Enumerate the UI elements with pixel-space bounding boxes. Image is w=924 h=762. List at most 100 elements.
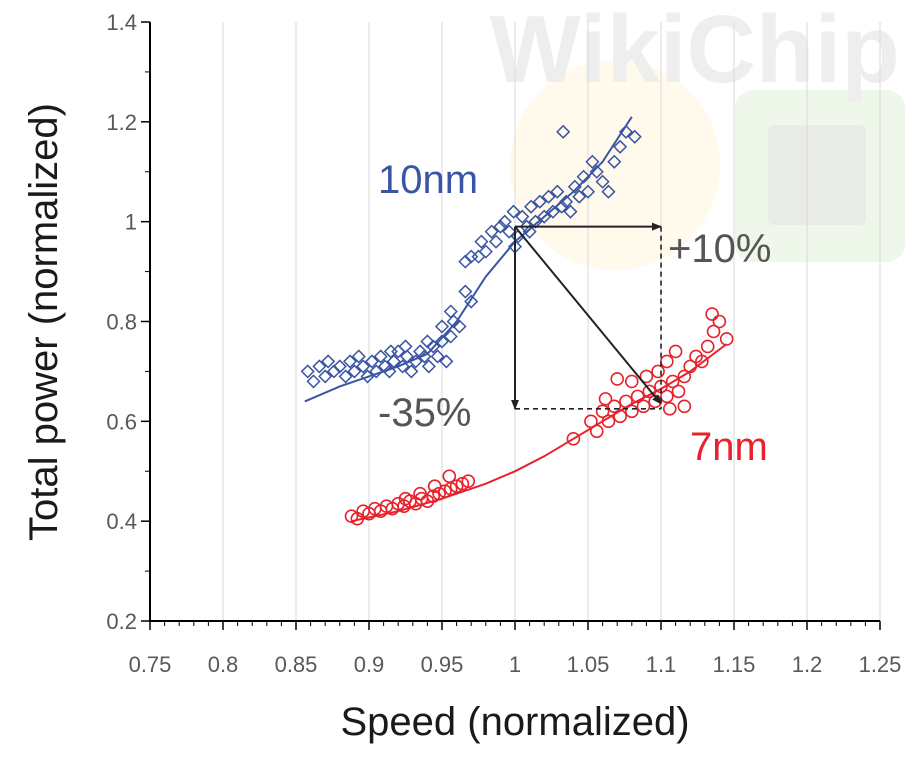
series-label-7nm: 7nm bbox=[690, 425, 768, 469]
data-point-7nm bbox=[413, 486, 427, 501]
data-point-7nm bbox=[677, 399, 692, 414]
y-tick-label: 0.8 bbox=[106, 310, 137, 335]
data-point-7nm bbox=[700, 339, 715, 354]
data-point-10nm bbox=[351, 349, 366, 364]
data-point-10nm bbox=[519, 219, 534, 234]
data-point-7nm bbox=[442, 469, 457, 484]
data-point-10nm bbox=[417, 349, 432, 364]
data-point-10nm bbox=[360, 369, 375, 384]
data-point-10nm bbox=[434, 334, 450, 349]
data-point-10nm bbox=[452, 319, 467, 334]
data-point-10nm bbox=[382, 364, 397, 379]
data-point-10nm bbox=[404, 364, 419, 379]
data-point-7nm bbox=[642, 384, 657, 399]
data-point-7nm bbox=[595, 404, 610, 419]
data-point-10nm bbox=[515, 209, 530, 224]
watermark-text: WikiChip bbox=[490, 0, 900, 103]
x-tick-label: 0.9 bbox=[354, 652, 385, 677]
data-point-10nm bbox=[421, 359, 436, 374]
y-axis-ticks: 0.2 0.4 0.6 0.8 1 1.2 1.4 bbox=[106, 10, 150, 634]
x-axis-title: Speed (normalized) bbox=[340, 700, 689, 744]
x-tick-label: 0.95 bbox=[421, 652, 464, 677]
data-point-7nm bbox=[584, 414, 598, 429]
data-point-7nm bbox=[639, 369, 654, 384]
y-tick-label: 1 bbox=[125, 210, 137, 235]
data-point-7nm bbox=[601, 414, 616, 429]
data-point-10nm bbox=[430, 349, 445, 364]
data-point-10nm bbox=[321, 354, 336, 369]
data-point-7nm bbox=[630, 389, 645, 404]
data-point-10nm bbox=[474, 234, 489, 249]
data-point-10nm bbox=[364, 354, 379, 369]
data-point-10nm bbox=[395, 359, 410, 374]
data-point-10nm bbox=[523, 199, 539, 214]
data-point-7nm bbox=[651, 364, 665, 379]
data-point-7nm bbox=[719, 332, 734, 346]
x-axis-ticks: 0.75 0.8 0.85 0.9 0.95 1 1.05 1.1 1.15 1.2 1.25 bbox=[129, 621, 902, 677]
data-point-10nm bbox=[559, 194, 574, 209]
arrow-annotations bbox=[511, 222, 662, 410]
x-tick-label: 1.15 bbox=[713, 652, 756, 677]
data-point-10nm bbox=[420, 334, 435, 349]
data-point-7nm bbox=[398, 491, 413, 506]
data-point-10nm bbox=[408, 354, 423, 369]
data-point-10nm bbox=[373, 349, 388, 364]
data-point-7nm bbox=[668, 344, 683, 359]
data-point-7nm bbox=[677, 369, 692, 384]
data-point-10nm bbox=[439, 354, 454, 369]
data-point-10nm bbox=[550, 184, 565, 199]
data-point-7nm bbox=[613, 409, 627, 424]
data-point-10nm bbox=[506, 204, 521, 219]
data-point-10nm bbox=[356, 359, 371, 374]
data-point-7nm bbox=[610, 372, 625, 386]
data-point-10nm bbox=[398, 339, 413, 354]
data-point-10nm bbox=[443, 304, 458, 319]
data-point-10nm bbox=[312, 359, 327, 374]
data-point-7nm bbox=[660, 354, 674, 369]
data-point-7nm bbox=[598, 392, 613, 406]
data-point-7nm bbox=[344, 509, 359, 523]
x-tick-label: 1.2 bbox=[792, 652, 823, 677]
data-point-10nm bbox=[458, 284, 473, 299]
data-point-7nm bbox=[624, 404, 639, 419]
data-point-10nm bbox=[528, 214, 543, 229]
data-point-7nm bbox=[705, 307, 719, 321]
data-point-10nm bbox=[502, 224, 517, 239]
x-tick-label: 1.25 bbox=[859, 652, 902, 677]
x-tick-label: 0.85 bbox=[275, 652, 318, 677]
data-point-7nm bbox=[589, 424, 604, 439]
data-point-10nm bbox=[541, 189, 556, 204]
data-point-10nm bbox=[478, 244, 493, 259]
data-point-7nm bbox=[432, 486, 446, 501]
y-axis-title: Total power (normalized) bbox=[22, 103, 66, 541]
data-point-7nm bbox=[665, 374, 680, 389]
data-point-10nm bbox=[369, 364, 384, 379]
data-point-10nm bbox=[434, 319, 450, 334]
data-point-7nm bbox=[695, 354, 709, 369]
data-point-10nm bbox=[613, 139, 628, 154]
data-point-10nm bbox=[567, 179, 582, 194]
data-point-10nm bbox=[426, 339, 441, 354]
data-point-7nm bbox=[636, 399, 651, 414]
data-point-10nm bbox=[618, 124, 634, 139]
data-point-10nm bbox=[386, 354, 401, 369]
data-point-10nm bbox=[532, 194, 547, 209]
x-tick-label: 0.8 bbox=[208, 652, 239, 677]
data-point-10nm bbox=[545, 204, 561, 219]
data-point-7nm bbox=[619, 394, 633, 409]
trendline-7nm bbox=[351, 343, 728, 523]
data-point-10nm bbox=[554, 199, 569, 214]
data-point-10nm bbox=[595, 174, 610, 189]
data-point-10nm bbox=[300, 364, 315, 379]
x-tick-label: 1 bbox=[509, 652, 521, 677]
data-point-10nm bbox=[589, 164, 604, 179]
data-point-10nm bbox=[458, 254, 473, 269]
data-point-10nm bbox=[580, 184, 596, 199]
data-point-10nm bbox=[464, 294, 479, 309]
data-point-7nm bbox=[455, 476, 470, 491]
data-point-10nm bbox=[537, 209, 552, 224]
data-point-10nm bbox=[338, 369, 353, 384]
series-10nm-points bbox=[300, 124, 642, 389]
data-point-10nm bbox=[471, 249, 486, 264]
data-point-7nm bbox=[671, 384, 686, 399]
